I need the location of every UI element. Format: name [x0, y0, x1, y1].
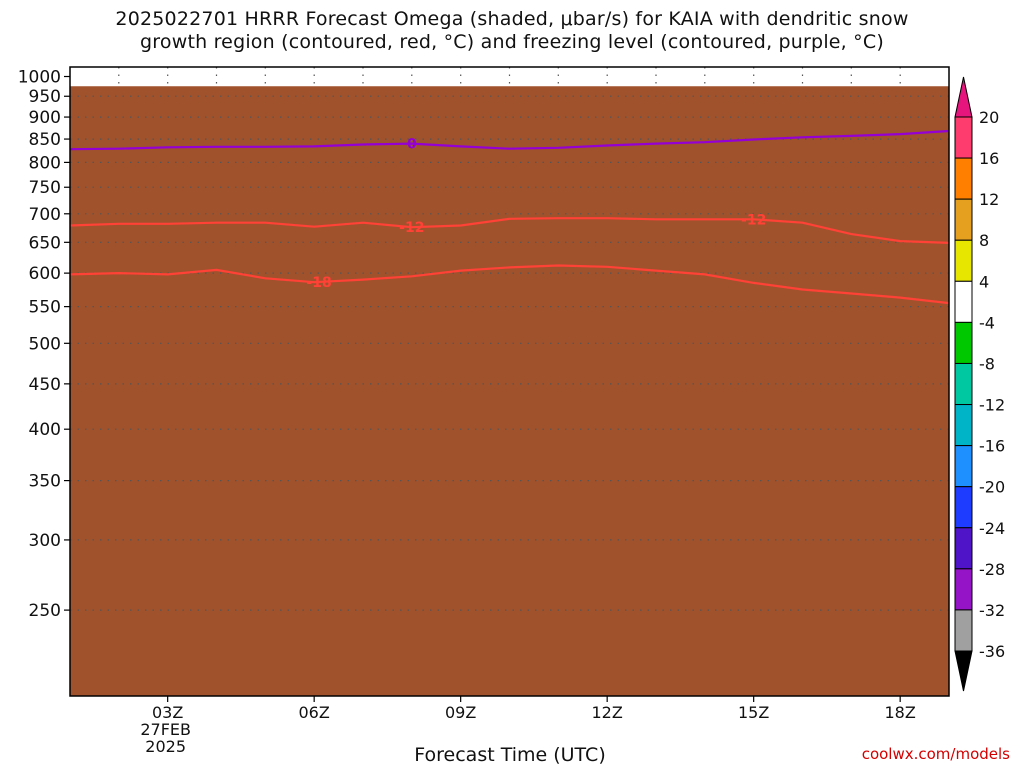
colorbar-segment-4 — [954, 280, 973, 323]
contour-label-2: -12 — [741, 212, 766, 228]
colorbar-label-3: 8 — [979, 231, 989, 250]
colorbar-segment-11 — [954, 568, 973, 611]
ground-fill — [70, 86, 949, 697]
colorbar-segment-0 — [954, 116, 973, 159]
colorbar-label-12: -32 — [979, 601, 1005, 620]
colorbar: 20 16 12 8 4 -4 -8 -12 -16 -20 -24 -28 -32 -36 — [954, 76, 1005, 692]
y-tick-label-500: 500 — [29, 334, 61, 354]
x-tick-sublabel-2025: 2025 — [145, 737, 186, 756]
y-tick-label-300: 300 — [29, 531, 61, 551]
contour-layer: -18 -12 -12 0 — [69, 129, 950, 305]
y-tick-label-750: 750 — [29, 178, 61, 198]
x-axis-title: Forecast Time (UTC) — [414, 744, 606, 766]
colorbar-label-5: -4 — [979, 313, 995, 332]
axes-layer: 2503003504004505005506006507007508008509… — [18, 66, 950, 756]
colorbar-segment-7 — [954, 404, 973, 447]
colorbar-bottom-arrow — [954, 650, 973, 692]
colorbar-segment-2 — [954, 198, 973, 241]
contour-label-3: 0 — [407, 137, 417, 153]
y-tick-label-350: 350 — [29, 472, 61, 492]
y-tick-label-800: 800 — [29, 153, 61, 173]
colorbar-segment-12 — [954, 609, 973, 652]
colorbar-label-0: 20 — [979, 108, 999, 127]
ground-layer — [70, 86, 949, 697]
y-tick-label-250: 250 — [29, 601, 61, 621]
x-tick-label-06Z: 06Z — [299, 703, 330, 722]
colorbar-segment-10 — [954, 527, 973, 570]
colorbar-segment-9 — [954, 486, 973, 529]
y-tick-label-950: 950 — [29, 87, 61, 107]
colorbar-label-10: -24 — [979, 519, 1005, 538]
y-tick-label-600: 600 — [29, 264, 61, 284]
chart-title-line-1: 2025022701 HRRR Forecast Omega (shaded, … — [115, 8, 909, 30]
y-tick-label-550: 550 — [29, 298, 61, 318]
colorbar-label-6: -8 — [979, 354, 995, 373]
colorbar-segment-8 — [954, 445, 973, 488]
y-tick-label-700: 700 — [29, 205, 61, 225]
contour-line-3 — [69, 129, 950, 151]
x-tick-label-09Z: 09Z — [445, 703, 476, 722]
y-tick-label-850: 850 — [29, 130, 61, 150]
colorbar-label-1: 16 — [979, 149, 999, 168]
y-tick-label-1000: 1000 — [18, 68, 61, 88]
contour-label-1: -12 — [399, 220, 424, 236]
colorbar-label-8: -16 — [979, 437, 1005, 456]
colorbar-label-2: 12 — [979, 190, 999, 209]
colorbar-label-4: 4 — [979, 272, 989, 291]
x-tick-label-12Z: 12Z — [592, 703, 623, 722]
y-tick-label-900: 900 — [29, 108, 61, 128]
grid-layer — [70, 67, 949, 611]
chart-title-line-2: growth region (contoured, red, °C) and f… — [140, 31, 884, 53]
colorbar-segment-3 — [954, 239, 973, 282]
colorbar-label-13: -36 — [979, 642, 1005, 661]
x-tick-label-18Z: 18Z — [885, 703, 916, 722]
y-tick-label-450: 450 — [29, 375, 61, 395]
colorbar-label-11: -28 — [979, 560, 1005, 579]
colorbar-top-arrow — [954, 76, 973, 118]
site-credit: coolwx.com/models — [861, 745, 1010, 763]
colorbar-label-7: -12 — [979, 396, 1005, 415]
colorbar-segment-6 — [954, 362, 973, 406]
x-tick-label-03Z: 03Z — [152, 703, 183, 722]
contour-label-0: -18 — [306, 275, 331, 291]
plot-frame — [69, 66, 950, 697]
y-tick-label-650: 650 — [29, 233, 61, 253]
colorbar-segment-1 — [954, 157, 973, 200]
contour-line-0 — [69, 264, 950, 305]
x-tick-label-15Z: 15Z — [738, 703, 769, 722]
colorbar-label-9: -20 — [979, 478, 1005, 497]
contour-line-1 — [69, 217, 950, 244]
x-tick-sublabel-27FEB: 27FEB — [140, 720, 191, 739]
colorbar-segment-5 — [954, 321, 973, 364]
y-tick-label-400: 400 — [29, 420, 61, 440]
